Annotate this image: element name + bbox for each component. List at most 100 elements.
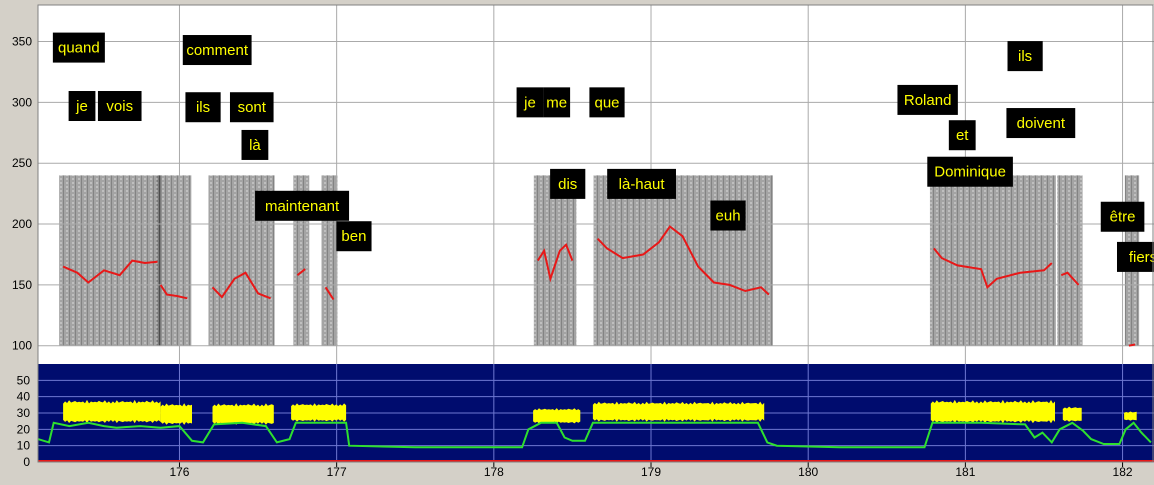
voiced-segment xyxy=(533,408,581,424)
word-label: que xyxy=(589,87,625,118)
word-label-text: comment xyxy=(186,42,249,59)
intensity-tick-label: 40 xyxy=(17,390,31,404)
word-label-text: ils xyxy=(196,99,210,116)
word-label: ben xyxy=(336,221,372,252)
pitch-contour-segment xyxy=(62,259,158,284)
word-label-text: dis xyxy=(558,176,577,193)
word-label-text: être xyxy=(1110,209,1136,226)
word-label-text: là-haut xyxy=(619,176,666,193)
word-label-text: quand xyxy=(58,40,100,57)
x-tick-label: 179 xyxy=(641,465,661,479)
word-label-text: Dominique xyxy=(934,164,1006,181)
word-label-box xyxy=(897,84,958,115)
x-tick-label: 182 xyxy=(1113,465,1133,479)
pitch-tick-label: 200 xyxy=(12,217,32,231)
pitch-contour-segment xyxy=(296,268,306,276)
word-label-box xyxy=(550,168,586,199)
plot-frame xyxy=(37,4,1154,463)
voiced-segment xyxy=(63,399,161,424)
word-label: maintenant xyxy=(255,190,350,221)
word-label-box xyxy=(589,87,625,118)
word-label: je xyxy=(68,91,96,122)
x-tick-label: 181 xyxy=(955,465,975,479)
spectrogram-band xyxy=(593,175,773,346)
word-label: ils xyxy=(1007,41,1043,72)
word-label-text: sont xyxy=(238,99,267,116)
word-label-box xyxy=(1100,201,1145,232)
word-label-box xyxy=(52,32,105,63)
pitch-contour-segment xyxy=(596,225,770,296)
voiced-segment xyxy=(1124,411,1137,421)
pitch-contour-segment xyxy=(324,286,335,301)
voiced-segment xyxy=(592,401,765,422)
word-label-box xyxy=(185,92,221,123)
word-label-box xyxy=(241,129,269,160)
word-label: ils xyxy=(185,92,221,123)
pitch-tick-label: 300 xyxy=(12,95,32,109)
voiced-segment xyxy=(1062,406,1082,422)
voiced-segment xyxy=(930,399,1055,424)
pitch-contour-segment xyxy=(933,247,1053,290)
pitch-contour-segment xyxy=(1060,271,1080,286)
x-tick-label: 176 xyxy=(169,465,189,479)
word-label-text: je xyxy=(75,98,88,115)
word-label-box xyxy=(1116,241,1154,272)
x-tick-label: 177 xyxy=(327,465,347,479)
word-label-box xyxy=(948,120,976,151)
word-label-box xyxy=(710,200,746,231)
pitch-tick-label: 350 xyxy=(12,35,32,49)
intensity-tick-label: 20 xyxy=(17,422,31,436)
word-label-text: et xyxy=(956,127,969,144)
pitch-tick-label: 100 xyxy=(12,339,32,353)
voiced-segment xyxy=(212,403,274,425)
word-label-text: maintenant xyxy=(265,198,340,215)
word-label-text: vois xyxy=(106,98,133,115)
word-label: là xyxy=(241,129,269,160)
x-tick-label: 178 xyxy=(484,465,504,479)
spectrogram-band xyxy=(59,175,162,346)
word-label: être xyxy=(1100,201,1145,232)
spectrogram-band xyxy=(156,175,192,346)
word-label-box xyxy=(97,91,142,122)
word-label: vois xyxy=(97,91,142,122)
word-label-box xyxy=(516,87,544,118)
pitch-tick-label: 250 xyxy=(12,156,32,170)
pitch-tick-label: 150 xyxy=(12,278,32,292)
word-label-text: que xyxy=(594,94,619,111)
pitch-contour-segment xyxy=(536,242,574,283)
word-label: sont xyxy=(229,92,274,123)
word-label: je xyxy=(516,87,544,118)
word-label: quand xyxy=(52,32,105,63)
word-label-text: ils xyxy=(1018,48,1032,65)
intensity-tick-label: 0 xyxy=(23,455,30,469)
word-label: me xyxy=(543,87,571,118)
word-label-text: ben xyxy=(341,228,366,245)
spectrogram-band xyxy=(533,175,577,346)
word-label: là-haut xyxy=(607,168,676,199)
intensity-tick-label: 50 xyxy=(17,373,31,387)
word-label: et xyxy=(948,120,976,151)
intensity-line xyxy=(37,421,1152,449)
word-label: doivent xyxy=(1006,108,1076,139)
word-label-text: là xyxy=(249,137,261,154)
pitch-contour-segment xyxy=(211,271,271,300)
word-label-text: euh xyxy=(716,208,741,225)
spectrogram-band xyxy=(929,175,1056,346)
word-label-box xyxy=(1007,41,1043,72)
word-label-text: fiers xyxy=(1129,249,1154,266)
spectrogram-band xyxy=(1057,175,1083,346)
word-label-box xyxy=(229,92,274,123)
word-label: euh xyxy=(710,200,746,231)
word-label: Dominique xyxy=(927,156,1013,187)
word-label: Roland xyxy=(897,84,958,115)
word-label-box xyxy=(68,91,96,122)
voiced-segment xyxy=(160,403,192,425)
word-label-box xyxy=(336,221,372,252)
intensity-tick-label: 10 xyxy=(17,439,31,453)
word-label-box xyxy=(927,156,1013,187)
pitch-contour-segment xyxy=(1128,343,1136,347)
word-label-box xyxy=(1006,108,1076,139)
word-label-box xyxy=(543,87,571,118)
